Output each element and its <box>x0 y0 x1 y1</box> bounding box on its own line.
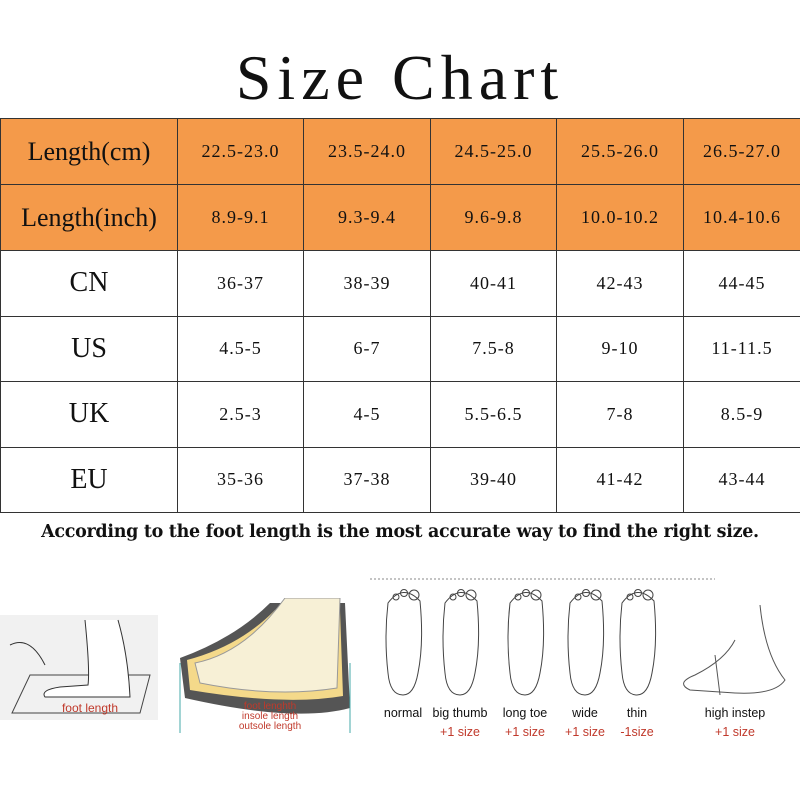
foot-type-label: long toe <box>502 706 548 720</box>
size-cell: 42-43 <box>556 250 684 317</box>
row-label: Length(cm) <box>0 118 178 185</box>
foot-type-label: wide <box>572 706 598 720</box>
size-cell: 11-11.5 <box>683 315 800 382</box>
row-label: UK <box>0 381 178 448</box>
foot-type-label: normal <box>383 706 423 720</box>
page-title: Size Chart <box>235 42 565 113</box>
size-cell: 10.0-10.2 <box>556 184 684 251</box>
table-row: UK 2.5-3 4-5 5.5-6.5 7-8 8.5-9 <box>0 381 800 448</box>
size-cell: 22.5-23.0 <box>177 118 304 185</box>
row-label: CN <box>0 250 178 317</box>
foot-measure-drawing <box>9 619 151 714</box>
row-label: EU <box>0 446 178 513</box>
size-cell: 35-36 <box>177 446 304 513</box>
foot-length-label: foot length <box>61 701 119 715</box>
size-cell: 23.5-24.0 <box>303 118 431 185</box>
shoe-diagram <box>179 598 351 733</box>
size-cell: 26.5-27.0 <box>683 118 800 185</box>
size-adjust-label: +1 size <box>565 725 605 739</box>
size-cell: 24.5-25.0 <box>430 118 557 185</box>
foot-outline-icon <box>442 589 480 696</box>
insole-length-label: insole length <box>241 711 299 722</box>
table-row: US 4.5-5 6-7 7.5-8 9-10 11-11.5 <box>0 315 800 382</box>
size-cell: 40-41 <box>430 250 557 317</box>
size-cell: 25.5-26.0 <box>556 118 684 185</box>
size-cell: 10.4-10.6 <box>683 184 800 251</box>
table-row: CN 36-37 38-39 40-41 42-43 44-45 <box>0 250 800 317</box>
size-cell: 8.5-9 <box>683 381 800 448</box>
size-cell: 39-40 <box>430 446 557 513</box>
foot-length-label: foot lenghth <box>243 701 297 712</box>
size-adjust-label: +1 size <box>715 725 755 739</box>
size-cell: 36-37 <box>177 250 304 317</box>
high-instep-foot-icon <box>683 605 786 696</box>
size-cell: 4-5 <box>303 381 431 448</box>
shoe-length-labels: foot lenghth insole length outsole lengt… <box>215 702 325 732</box>
size-cell: 9.6-9.8 <box>430 184 557 251</box>
table-row: Length(cm) 22.5-23.0 23.5-24.0 24.5-25.0 25.… <box>0 118 800 185</box>
outsole-length-label: outsole length <box>238 721 302 732</box>
row-label: Length(inch) <box>0 184 178 251</box>
foot-outline-icon <box>507 589 545 696</box>
size-cell: 44-45 <box>683 250 800 317</box>
size-adjust-label: +1 size <box>440 725 480 739</box>
foot-outline-icon <box>619 589 657 696</box>
size-cell: 6-7 <box>303 315 431 382</box>
foot-type-label: high instep <box>704 706 766 720</box>
row-label: US <box>0 315 178 382</box>
size-cell: 43-44 <box>683 446 800 513</box>
size-cell: 37-38 <box>303 446 431 513</box>
size-cell: 38-39 <box>303 250 431 317</box>
size-cell: 5.5-6.5 <box>430 381 557 448</box>
size-cell: 9-10 <box>556 315 684 382</box>
table-row: EU 35-36 37-38 39-40 41-42 43-44 <box>0 446 800 513</box>
size-cell: 9.3-9.4 <box>303 184 431 251</box>
foot-type-label: thin <box>626 706 648 720</box>
size-adjust-label: +1 size <box>505 725 545 739</box>
foot-outline-icon <box>385 589 423 696</box>
size-cell: 2.5-3 <box>177 381 304 448</box>
size-cell: 41-42 <box>556 446 684 513</box>
size-note: According to the foot length is the most… <box>41 522 759 542</box>
size-cell: 7.5-8 <box>430 315 557 382</box>
foot-outline-icon <box>567 589 605 696</box>
size-cell: 8.9-9.1 <box>177 184 304 251</box>
size-cell: 7-8 <box>556 381 684 448</box>
foot-measure-illustration: foot length <box>0 615 158 720</box>
toe-guide-line <box>370 578 715 580</box>
size-adjust-label: -1size <box>620 725 654 739</box>
table-row: Length(inch) 8.9-9.1 9.3-9.4 9.6-9.8 10.0-10… <box>0 184 800 251</box>
size-table: Length(cm) 22.5-23.0 23.5-24.0 24.5-25.0 25.… <box>0 118 800 513</box>
size-cell: 4.5-5 <box>177 315 304 382</box>
foot-type-label: big thumb <box>432 706 488 720</box>
